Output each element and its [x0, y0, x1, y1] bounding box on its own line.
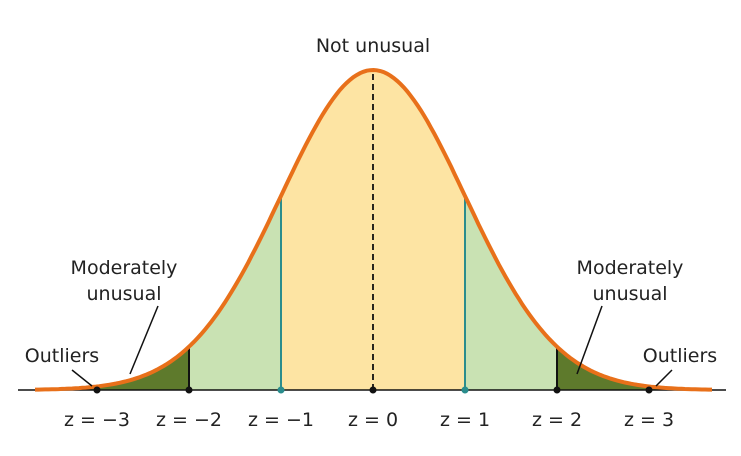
outliers-label: Outliers: [643, 345, 717, 367]
center-label: Not unusual: [316, 35, 430, 57]
leader-line: [129, 305, 159, 375]
tick-dot: [277, 386, 285, 394]
axis-label: z = 0: [348, 409, 398, 431]
tick-dot: [461, 386, 469, 394]
tick-dot: [369, 386, 377, 394]
axis-label: z = 2: [532, 409, 582, 431]
axis-label: z = −1: [248, 409, 314, 431]
leader-line: [576, 305, 603, 375]
tick-dot: [645, 386, 653, 394]
region-fill: [557, 346, 712, 390]
leader-line: [655, 369, 673, 387]
axis-label: z = 3: [624, 409, 674, 431]
region-label: Moderately: [577, 257, 684, 279]
curve: [35, 67, 712, 392]
region-label: unusual: [87, 283, 162, 305]
region-fill: [35, 346, 189, 390]
region-label: Moderately: [71, 257, 178, 279]
tick-dot: [185, 386, 193, 394]
tick-dot: [93, 386, 101, 394]
tick-dot: [553, 386, 561, 394]
axis-label: z = −2: [156, 409, 222, 431]
outliers-label: Outliers: [25, 345, 99, 367]
axis-label: z = −3: [64, 409, 130, 431]
axis-label: z = 1: [440, 409, 490, 431]
leader-line: [71, 369, 93, 387]
region-label: unusual: [593, 283, 668, 305]
